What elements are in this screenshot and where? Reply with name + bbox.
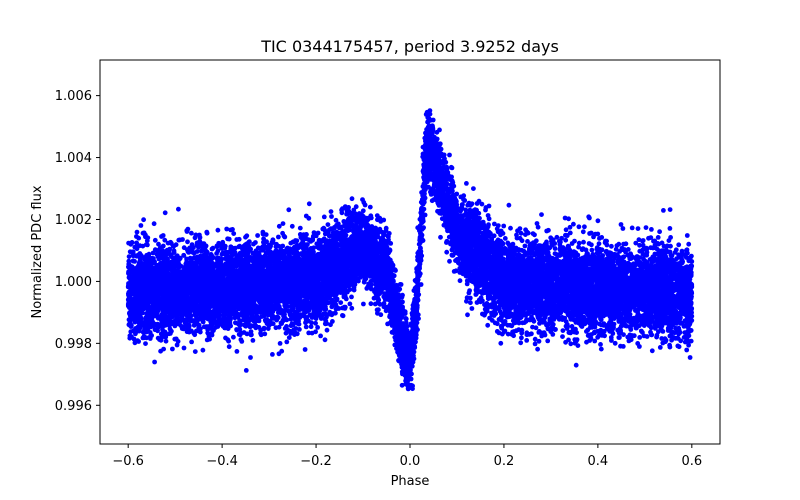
data-point [126, 254, 132, 259]
data-point [315, 325, 320, 330]
data-point [349, 305, 355, 311]
data-point [563, 237, 569, 243]
data-point [215, 227, 221, 233]
data-point [571, 221, 576, 227]
data-point [349, 294, 354, 300]
data-point [134, 229, 140, 235]
data-point [532, 341, 538, 347]
data-point [280, 221, 286, 227]
data-point [444, 249, 450, 255]
data-point [318, 333, 323, 339]
data-point [302, 347, 308, 352]
data-point [192, 235, 198, 241]
data-point [592, 338, 598, 344]
data-point [243, 368, 249, 373]
data-point [598, 346, 604, 352]
data-point [135, 338, 141, 344]
data-point [262, 331, 268, 337]
data-point [226, 344, 232, 350]
data-point [508, 225, 513, 231]
data-point [279, 348, 285, 354]
data-point [464, 281, 470, 287]
data-point [498, 340, 504, 346]
data-point [536, 338, 542, 344]
data-point [573, 362, 579, 368]
chart-title: TIC 0344175457, period 3.9252 days [260, 37, 559, 56]
data-point [276, 223, 282, 229]
data-point [582, 224, 587, 230]
data-point [686, 342, 691, 348]
data-point [563, 339, 568, 345]
data-point [589, 247, 595, 253]
data-point [510, 241, 516, 247]
data-point [284, 339, 290, 345]
data-point [360, 208, 366, 214]
data-point [349, 196, 355, 202]
data-point [545, 338, 551, 344]
data-point [505, 331, 511, 337]
data-point [661, 208, 666, 213]
data-point [501, 223, 507, 229]
data-point [595, 231, 601, 237]
data-point [293, 326, 299, 331]
data-point [376, 297, 381, 303]
data-point [469, 306, 475, 311]
data-point [231, 231, 237, 237]
data-point [655, 235, 661, 240]
data-point [152, 237, 158, 243]
data-point [573, 320, 579, 325]
data-point [444, 240, 449, 245]
data-point [678, 338, 684, 344]
data-point [519, 335, 524, 341]
data-point [322, 337, 328, 343]
data-point [580, 229, 586, 235]
data-point [530, 324, 535, 330]
data-point [438, 234, 443, 240]
data-point [185, 239, 190, 245]
data-point [368, 301, 374, 307]
data-point [367, 204, 373, 210]
data-point [447, 258, 452, 264]
data-point [471, 186, 476, 192]
data-point [657, 229, 662, 235]
data-point [599, 333, 605, 338]
data-point [361, 301, 366, 307]
data-point [163, 338, 169, 344]
data-point [371, 295, 377, 301]
data-point [277, 341, 283, 346]
data-point [333, 310, 338, 316]
data-point [232, 315, 238, 321]
data-points [125, 108, 695, 392]
data-point [485, 322, 491, 328]
data-point [330, 319, 335, 324]
data-point [297, 225, 303, 231]
data-point [686, 241, 692, 247]
data-point [138, 223, 144, 228]
